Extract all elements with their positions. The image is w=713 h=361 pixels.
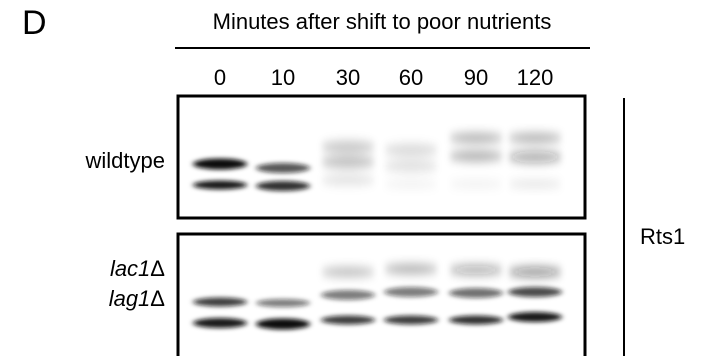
band	[384, 287, 438, 297]
gene: lag1	[109, 286, 151, 311]
gene: lac1	[110, 256, 150, 281]
band	[193, 318, 247, 328]
lane-label: 90	[464, 65, 488, 90]
delta: Δ	[150, 256, 165, 281]
lane-label: 30	[336, 65, 360, 90]
protein-label: Rts1	[640, 224, 685, 249]
row-label: lag1Δ	[109, 286, 166, 311]
band	[321, 175, 375, 185]
lane-label: 0	[214, 65, 226, 90]
band	[384, 144, 438, 156]
band	[256, 299, 310, 307]
band	[508, 151, 562, 163]
header: Minutes after shift to poor nutrients	[213, 9, 552, 34]
lane-label: 10	[271, 65, 295, 90]
band	[449, 316, 503, 325]
lane-label: 60	[399, 65, 423, 90]
lane-label: 120	[517, 65, 554, 90]
band	[256, 181, 310, 191]
band	[193, 298, 247, 307]
band	[321, 290, 375, 300]
band	[449, 265, 503, 275]
band	[384, 180, 438, 188]
band	[384, 160, 438, 172]
band	[508, 267, 562, 277]
band	[508, 312, 562, 322]
band	[321, 316, 375, 325]
band	[193, 181, 247, 190]
band	[384, 264, 438, 274]
band	[321, 156, 375, 168]
row-label: wildtype	[85, 148, 165, 173]
band	[449, 133, 503, 143]
figure-panel: D Minutes after shift to poor nutrients …	[0, 0, 713, 356]
band	[384, 316, 438, 325]
band	[449, 288, 503, 298]
lane-labels: 0 10 30 60 90 120	[214, 65, 553, 90]
band	[508, 133, 562, 143]
band	[508, 287, 562, 297]
band	[321, 141, 375, 153]
band	[256, 319, 310, 330]
band	[449, 180, 503, 188]
band	[193, 159, 247, 170]
band	[256, 163, 310, 173]
panel-label: D	[22, 4, 47, 42]
delta: Δ	[150, 286, 165, 311]
row-label: lac1Δ	[110, 256, 165, 281]
band	[449, 151, 503, 162]
band	[321, 267, 375, 277]
band	[508, 180, 562, 188]
blots	[178, 96, 585, 356]
